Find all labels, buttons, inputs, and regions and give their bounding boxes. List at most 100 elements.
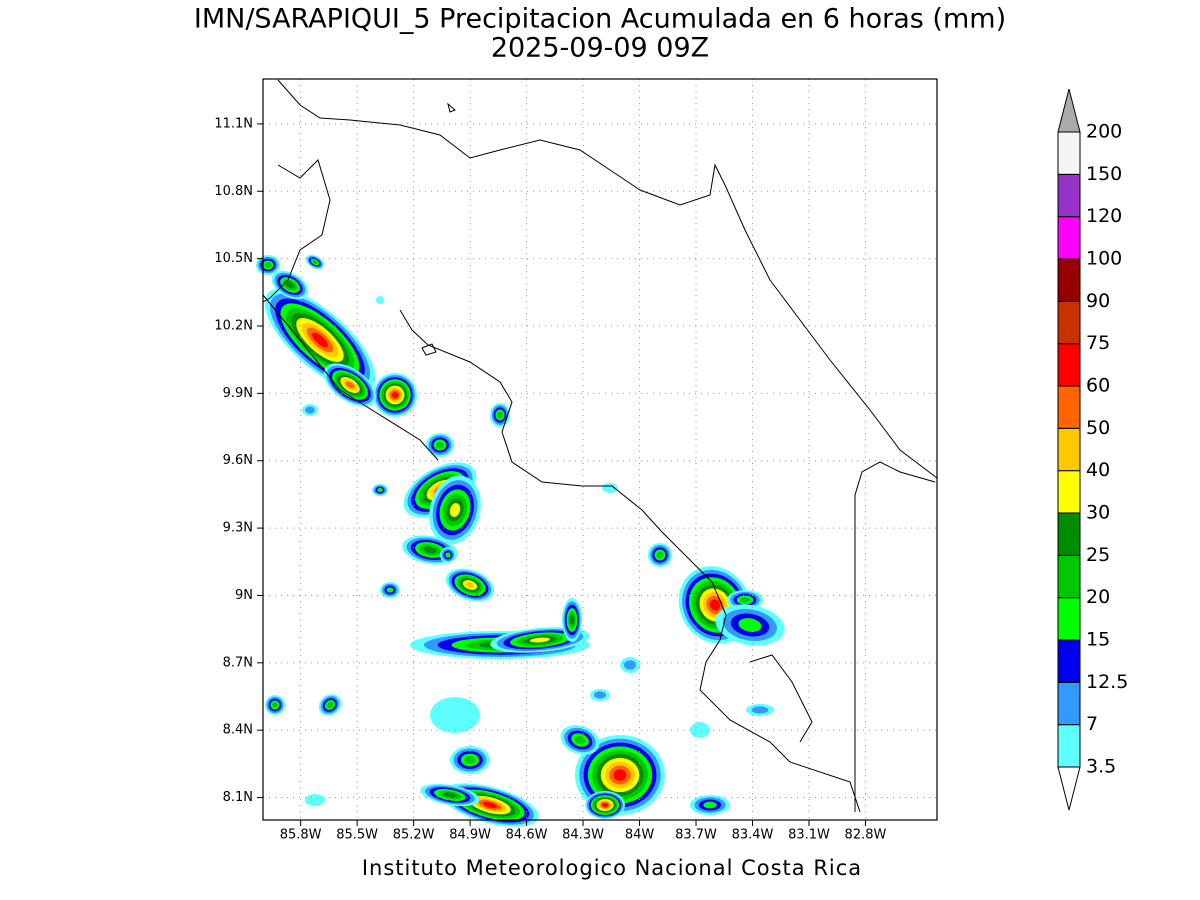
y-tick-label: 8.1N (223, 790, 253, 805)
precip-contour (464, 756, 476, 764)
precip-contour (264, 262, 272, 268)
precipitation-field (256, 254, 785, 827)
colorbar-label: 12.5 (1086, 671, 1128, 693)
colorbar-label: 50 (1086, 417, 1110, 439)
precip-contour (690, 722, 710, 738)
colorbar-box (1057, 427, 1081, 472)
colorbar-box (1057, 470, 1081, 514)
precip-contour (740, 597, 750, 603)
precip-contour (624, 660, 636, 670)
y-tick-label: 11.1N (214, 116, 253, 131)
y-tick-label: 9.3N (223, 521, 253, 536)
precip-contour (423, 546, 437, 554)
y-tick-label: 8.7N (223, 655, 253, 670)
colorbar-under (1057, 766, 1081, 811)
colorbar-box (1057, 639, 1081, 683)
colorbar-box (1057, 131, 1081, 175)
subtitle: 2025-09-09 09Z (491, 33, 709, 64)
colorbar-label: 7 (1086, 713, 1098, 735)
colorbar-box (1057, 216, 1081, 260)
precip-contour (326, 702, 334, 708)
colorbar-label: 100 (1086, 248, 1122, 270)
precip-contour (602, 803, 608, 807)
colorbar: 3.5 7 12.5 15 20 25 30 40 50 60 75 90 100 120 150 200 (1057, 88, 1128, 811)
colorbar-label: 25 (1086, 544, 1110, 566)
x-tick-label: 84.3W (562, 828, 604, 843)
map-frame (262, 78, 938, 821)
precip-contour (430, 697, 480, 733)
precip-contour (305, 794, 325, 806)
x-tick-label: 85.5W (336, 828, 378, 843)
precip-contour (376, 296, 384, 304)
y-tick-label: 9.9N (223, 386, 253, 401)
y-tick-label: 9.6N (223, 453, 253, 468)
precip-contour (386, 587, 394, 593)
y-tick-label: 10.5N (214, 251, 253, 266)
precip-contour (312, 260, 318, 264)
precip-contour (751, 706, 769, 714)
precip-contour (497, 411, 503, 419)
colorbar-label: 3.5 (1086, 756, 1116, 778)
x-tick-label: 85.8W (280, 828, 322, 843)
colorbar-label: 40 (1086, 459, 1110, 481)
precip-contour (613, 769, 627, 781)
colorbar-over (1057, 88, 1081, 133)
colorbar-box (1057, 681, 1081, 726)
precip-contour (443, 792, 457, 798)
precip-contour (305, 406, 315, 414)
colorbar-box (1057, 597, 1081, 641)
colorbar-label: 60 (1086, 375, 1110, 397)
precip-contour (602, 483, 618, 493)
precip-contour (312, 332, 328, 348)
precip-contour (530, 637, 550, 643)
x-tick-label: 84.6W (506, 828, 548, 843)
precip-contour (656, 551, 664, 559)
precip-contour (449, 503, 461, 517)
y-tick-label: 8.4N (223, 723, 253, 738)
colorbar-label: 15 (1086, 629, 1110, 651)
x-tick-label: 82.8W (845, 828, 887, 843)
precip-contour (703, 801, 717, 809)
x-tick-label: 83.7W (675, 828, 717, 843)
colorbar-box (1057, 554, 1081, 599)
precip-contour (738, 618, 762, 632)
x-tick-label: 83.4W (732, 828, 774, 843)
footer: Instituto Meteorologico Nacional Costa R… (362, 856, 862, 880)
precip-contour (465, 582, 475, 588)
colorbar-label: 200 (1086, 121, 1122, 143)
precip-contour (569, 614, 575, 626)
precip-contour (445, 552, 451, 558)
x-tick-label: 84W (625, 828, 655, 843)
colorbar-box (1057, 385, 1081, 429)
x-tick-label: 85.2W (393, 828, 435, 843)
colorbar-label: 20 (1086, 586, 1110, 608)
y-tick-label: 10.2N (214, 319, 253, 334)
precip-contour (272, 702, 278, 708)
colorbar-box (1057, 343, 1081, 387)
grid: 85.8W 85.5W 85.2W 84.9W 84.6W 84.3W 84W 83.7W 83… (214, 79, 937, 843)
precip-contour (594, 691, 606, 699)
colorbar-label: 75 (1086, 332, 1110, 354)
colorbar-label: 120 (1086, 205, 1122, 227)
colorbar-box (1057, 258, 1081, 302)
colorbar-box (1057, 724, 1081, 768)
precip-contour (377, 488, 383, 492)
colorbar-label: 90 (1086, 290, 1110, 312)
precip-contour (285, 281, 295, 289)
colorbar-label: 30 (1086, 502, 1110, 524)
precip-contour (709, 599, 721, 611)
title: IMN/SARAPIQUI_5 Precipitacion Acumulada … (194, 4, 1006, 35)
precip-contour (391, 391, 399, 399)
precip-contour (483, 801, 497, 809)
precip-contour (345, 381, 355, 389)
colorbar-box (1057, 173, 1081, 218)
precip-contour (574, 735, 586, 745)
colorbar-box (1057, 512, 1081, 556)
x-tick-label: 84.9W (449, 828, 491, 843)
precip-contour (436, 441, 444, 449)
coastlines (262, 79, 938, 813)
colorbar-box (1057, 300, 1081, 345)
colorbar-label: 150 (1086, 163, 1122, 185)
y-tick-label: 9N (235, 588, 253, 603)
